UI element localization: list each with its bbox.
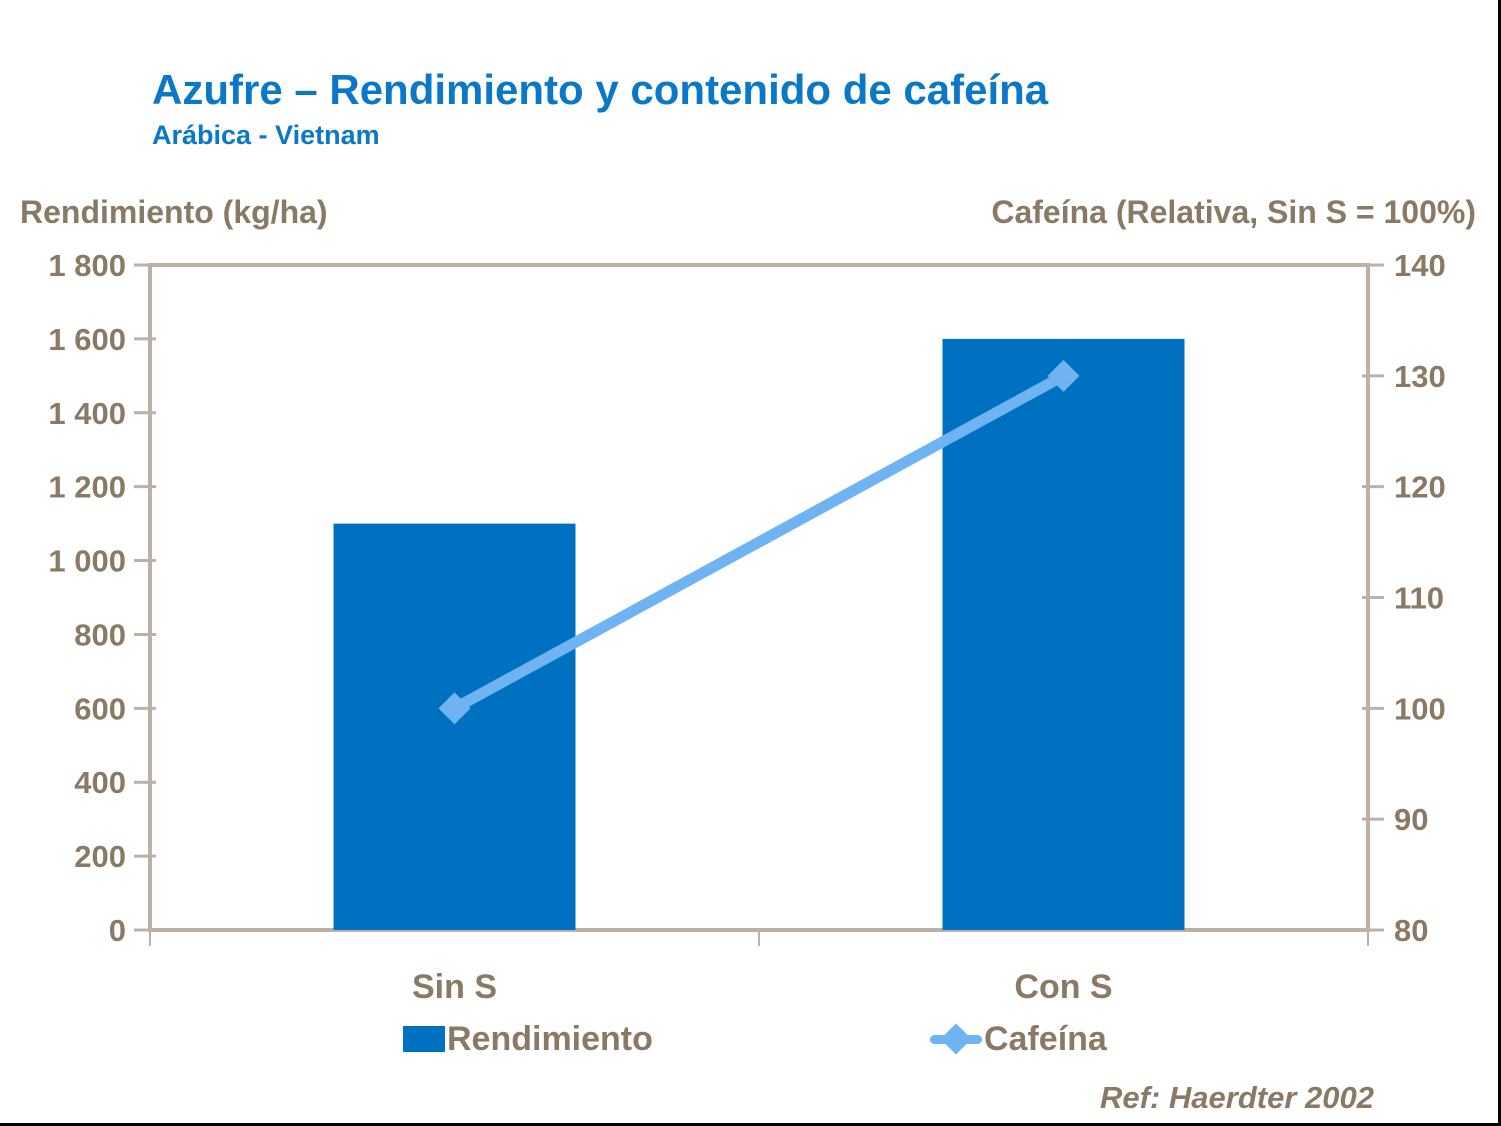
left-axis-tick-label: 600: [74, 691, 126, 726]
left-axis-tick-label: 1 000: [48, 544, 126, 579]
category-label-sin-s: Sin S: [412, 968, 497, 1006]
right-axis-title: Cafeína (Relativa, Sin S = 100%): [991, 194, 1476, 230]
right-axis-tick-label: 140: [1394, 248, 1446, 283]
right-axis-tick-label: 80: [1394, 913, 1428, 948]
left-axis-tick-label: 0: [109, 913, 126, 948]
left-axis-title: Rendimiento (kg/ha): [20, 194, 328, 230]
bar-con-s: [942, 338, 1185, 930]
legend-item-rendimiento: Rendimiento: [403, 1018, 653, 1060]
left-axis-tick-label: 200: [74, 839, 126, 874]
chart-subtitle: Arábica - Vietnam: [152, 120, 380, 150]
category-label-con-s: Con S: [1014, 968, 1112, 1006]
line-marker-sin-s: [438, 692, 471, 725]
line-marker-con-s: [1047, 359, 1080, 392]
chart-title: Azufre – Rendimiento y contenido de cafe…: [152, 66, 1049, 113]
bar-sin-s: [333, 523, 576, 930]
bar-series-swatch-icon: [403, 1026, 445, 1052]
left-axis-tick-label: 1 600: [48, 322, 126, 357]
right-axis-tick-label: 90: [1394, 802, 1428, 837]
reference-note: Ref: Haerdter 2002: [1100, 1080, 1374, 1115]
left-axis-tick-label: 400: [74, 765, 126, 800]
right-axis-tick-label: 130: [1394, 359, 1446, 394]
right-axis-tick-label: 120: [1394, 470, 1446, 505]
legend-label-cafeina: Cafeína: [984, 1019, 1107, 1058]
line-series-swatch-icon: [930, 1023, 982, 1055]
diamond-marker-icon: [940, 1023, 972, 1055]
right-axis-tick-label: 100: [1394, 691, 1446, 726]
line-series: [449, 370, 1069, 714]
left-axis-tick-label: 1 400: [48, 396, 126, 431]
legend-item-cafeina: Cafeína: [930, 1018, 1107, 1060]
left-axis-tick-label: 1 800: [48, 248, 126, 283]
left-axis-tick-label: 800: [74, 617, 126, 652]
right-axis-tick-label: 110: [1394, 581, 1444, 616]
plot-frame: [148, 263, 1370, 932]
left-axis-tick-label: 1 200: [48, 470, 126, 505]
legend-label-rendimiento: Rendimiento: [447, 1019, 653, 1058]
